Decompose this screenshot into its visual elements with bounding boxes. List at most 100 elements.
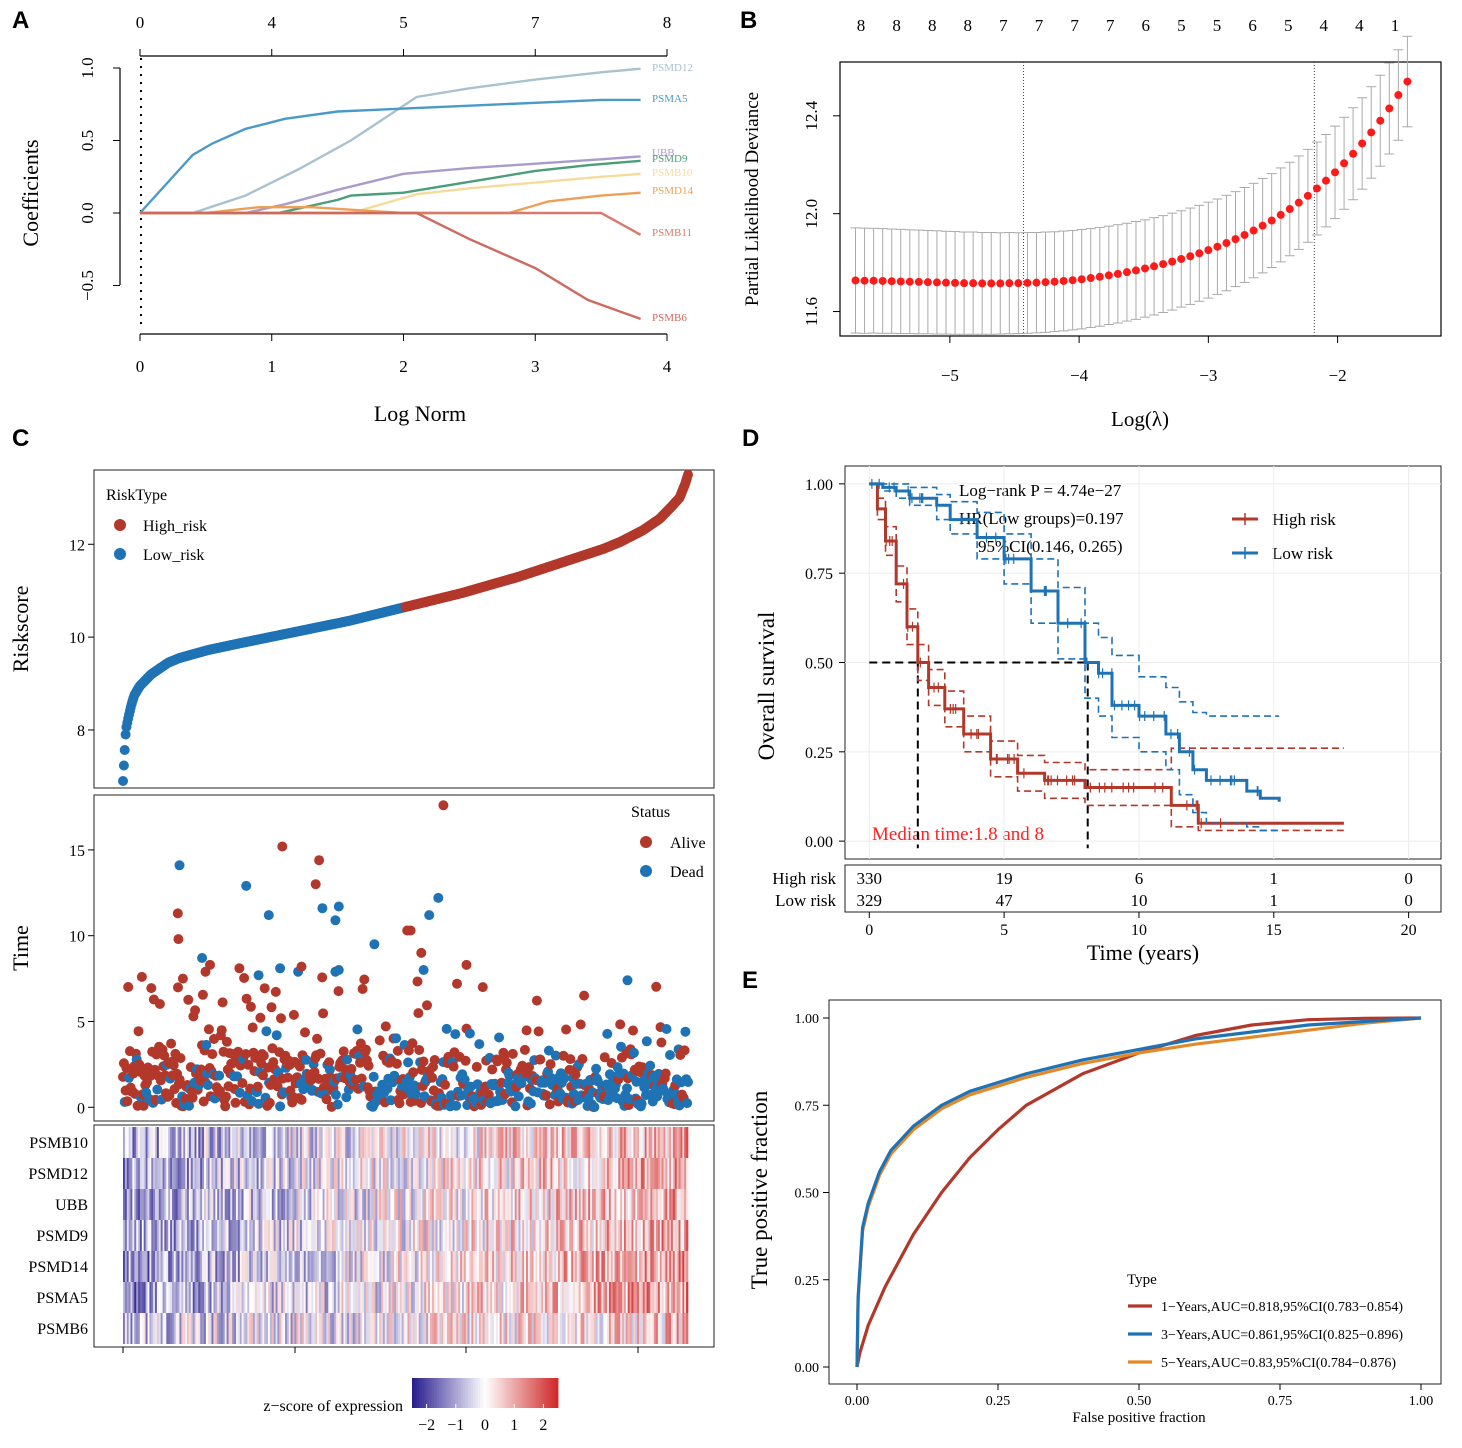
heatmap-cell	[335, 1220, 339, 1251]
heatmap-cell	[128, 1313, 131, 1344]
time-point-alive	[174, 1074, 185, 1085]
heatmap-cell	[185, 1313, 188, 1344]
colorbar-segment	[550, 1378, 554, 1408]
heatmap-cell	[684, 1282, 687, 1313]
heatmap-cell	[405, 1189, 408, 1220]
heatmap-cell	[241, 1282, 244, 1313]
heatmap-cell	[407, 1282, 410, 1313]
cv-deviance-point	[1122, 268, 1131, 277]
heatmap-cell	[416, 1220, 420, 1251]
time-point-dead	[550, 1050, 561, 1061]
heatmap-cell	[511, 1313, 514, 1344]
heatmap-cell	[138, 1313, 141, 1344]
heatmap-cell	[627, 1313, 630, 1344]
heatmap-cell	[266, 1158, 269, 1189]
heatmap-cell	[294, 1158, 297, 1189]
heatmap-cell	[624, 1220, 627, 1251]
heatmap-cell	[588, 1127, 591, 1158]
heatmap-cell	[153, 1313, 156, 1344]
heatmap-cell	[294, 1127, 297, 1158]
heatmap-cell	[478, 1282, 482, 1313]
heatmap-cell	[139, 1313, 143, 1344]
heatmap-cell	[128, 1189, 131, 1220]
heatmap-cell	[544, 1251, 548, 1282]
heatmap-cell	[128, 1220, 131, 1251]
heatmap-cell	[580, 1282, 583, 1313]
heatmap-cell	[610, 1282, 614, 1313]
heatmap-cell	[475, 1251, 478, 1282]
heatmap-cell	[603, 1282, 606, 1313]
cv-deviance-point	[1113, 269, 1122, 278]
panel-e-ylabel: True positive fraction	[747, 1090, 772, 1289]
heatmap-cell	[160, 1251, 163, 1282]
heatmap-cell	[548, 1127, 551, 1158]
heatmap-cell	[264, 1189, 267, 1220]
heatmap-cell	[322, 1127, 325, 1158]
heatmap-cell	[599, 1282, 602, 1313]
heatmap-cell	[398, 1313, 401, 1344]
time-point-alive	[346, 1063, 357, 1074]
heatmap-cell	[222, 1282, 226, 1313]
panel-e-x-tick-label: 0.25	[986, 1394, 1011, 1409]
riskscore-point	[683, 469, 693, 480]
heatmap-cell	[463, 1158, 467, 1189]
heatmap-cell	[228, 1189, 231, 1220]
heatmap-cell	[494, 1282, 497, 1313]
heatmap-cell	[488, 1220, 491, 1251]
heatmap-cell	[680, 1251, 683, 1282]
time-point-alive	[651, 981, 662, 992]
heatmap-cell	[237, 1251, 241, 1282]
heatmap-cell	[198, 1220, 201, 1251]
heatmap-cell	[620, 1189, 623, 1220]
heatmap-cell	[136, 1313, 139, 1344]
heatmap-cell	[678, 1158, 681, 1189]
heatmap-cell	[188, 1313, 192, 1344]
heatmap-cell	[277, 1127, 280, 1158]
heatmap-cell	[333, 1251, 337, 1282]
heatmap-cell	[239, 1158, 243, 1189]
heatmap-cell	[166, 1251, 169, 1282]
time-point-dead	[616, 1041, 626, 1052]
heatmap-cell	[452, 1127, 455, 1158]
heatmap-cell	[463, 1313, 467, 1344]
heatmap-cell	[258, 1282, 261, 1313]
heatmap-cell	[674, 1282, 678, 1313]
heatmap-cell	[607, 1127, 610, 1158]
heatmap-cell	[164, 1313, 167, 1344]
heatmap-cell	[428, 1282, 431, 1313]
heatmap-cell	[445, 1313, 448, 1344]
heatmap-cell	[388, 1127, 391, 1158]
heatmap-cell	[657, 1158, 661, 1189]
heatmap-gene-label: PSMD12	[28, 1166, 88, 1183]
heatmap-cell	[665, 1189, 668, 1220]
heatmap-cell	[443, 1220, 446, 1251]
heatmap-cell	[153, 1251, 156, 1282]
heatmap-cell	[286, 1189, 290, 1220]
heatmap-cell	[249, 1220, 252, 1251]
heatmap-cell	[273, 1220, 276, 1251]
heatmap-cell	[335, 1282, 339, 1313]
colorbar-segment	[504, 1378, 508, 1408]
heatmap-cell	[656, 1189, 659, 1220]
heatmap-cell	[362, 1158, 365, 1189]
heatmap-cell	[245, 1313, 248, 1344]
colorbar-segment	[416, 1378, 420, 1408]
heatmap-cell	[484, 1251, 487, 1282]
heatmap-cell	[365, 1220, 369, 1251]
heatmap-cell	[352, 1220, 356, 1251]
time-point-alive	[501, 1057, 512, 1068]
heatmap-cell	[422, 1220, 425, 1251]
heatmap-cell	[599, 1220, 602, 1251]
heatmap-cell	[392, 1158, 395, 1189]
heatmap-cell	[217, 1251, 220, 1282]
heatmap-cell	[435, 1158, 438, 1189]
heatmap-cell	[580, 1220, 583, 1251]
heatmap-cell	[220, 1158, 224, 1189]
heatmap-cell	[213, 1282, 216, 1313]
heatmap-cell	[456, 1251, 459, 1282]
heatmap-cell	[437, 1189, 440, 1220]
cv-deviance-point	[1267, 216, 1276, 225]
heatmap-cell	[194, 1282, 197, 1313]
heatmap-cell	[435, 1251, 438, 1282]
cv-deviance-point	[923, 278, 932, 287]
